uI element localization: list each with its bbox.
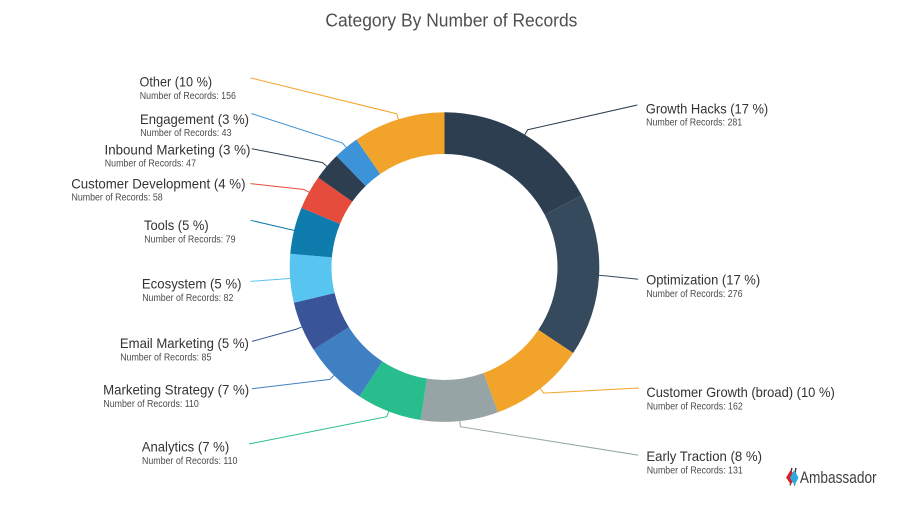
- svg-text:Email Marketing (5 %): Email Marketing (5 %): [120, 335, 249, 351]
- svg-text:Customer Growth (broad) (10 %): Customer Growth (broad) (10 %): [646, 384, 834, 400]
- svg-text:Engagement (3 %): Engagement (3 %): [140, 111, 249, 127]
- svg-text:Number of Records: 281: Number of Records: 281: [646, 118, 742, 129]
- svg-text:Category By Number of Records: Category By Number of Records: [325, 11, 577, 31]
- svg-text:Number of Records: 110: Number of Records: 110: [142, 456, 238, 467]
- svg-text:Number of Records: 85: Number of Records: 85: [120, 352, 212, 363]
- svg-text:Number of Records: 58: Number of Records: 58: [72, 193, 164, 204]
- svg-text:Number of Records: 131: Number of Records: 131: [647, 466, 743, 477]
- svg-text:Customer Development (4 %): Customer Development (4 %): [71, 175, 245, 191]
- svg-text:Number of Records: 162: Number of Records: 162: [647, 402, 743, 413]
- svg-text:Number of Records: 276: Number of Records: 276: [646, 289, 742, 300]
- svg-text:Ambassador: Ambassador: [800, 468, 877, 487]
- svg-text:Early Traction (8 %): Early Traction (8 %): [646, 448, 762, 464]
- svg-text:Optimization (17 %): Optimization (17 %): [646, 272, 760, 288]
- svg-text:Number of Records: 82: Number of Records: 82: [142, 293, 234, 304]
- svg-text:Analytics (7 %): Analytics (7 %): [142, 439, 230, 455]
- svg-text:Number of Records: 47: Number of Records: 47: [105, 159, 197, 170]
- svg-text:Number of Records: 156: Number of Records: 156: [140, 91, 236, 102]
- svg-text:Tools (5 %): Tools (5 %): [144, 217, 209, 233]
- svg-text:Inbound Marketing (3 %): Inbound Marketing (3 %): [105, 141, 251, 157]
- svg-text:Number of Records: 43: Number of Records: 43: [140, 128, 232, 139]
- svg-text:Marketing Strategy (7 %): Marketing Strategy (7 %): [103, 382, 249, 398]
- svg-text:Number of Records: 110: Number of Records: 110: [103, 399, 199, 410]
- svg-text:Other (10 %): Other (10 %): [140, 73, 213, 89]
- svg-text:Number of Records: 79: Number of Records: 79: [144, 235, 236, 246]
- svg-text:Growth Hacks (17 %): Growth Hacks (17 %): [646, 100, 768, 116]
- svg-text:Ecosystem (5 %): Ecosystem (5 %): [142, 276, 242, 292]
